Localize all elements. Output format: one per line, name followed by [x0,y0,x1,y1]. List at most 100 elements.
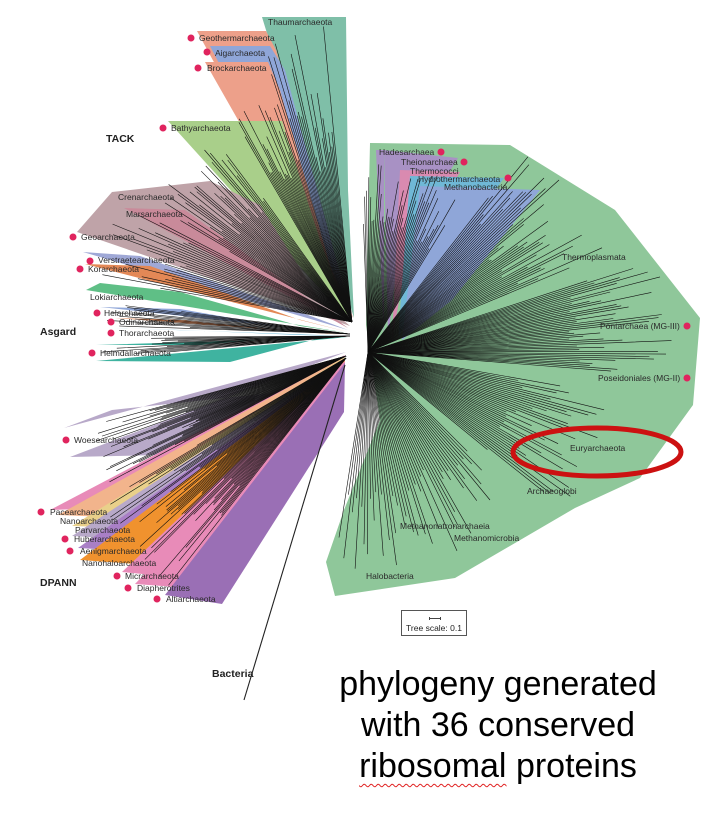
clade-label-hydrothermarchaeota: Hydrothermarchaeota [418,174,500,184]
tree-branch [367,351,507,417]
tree-branch [102,274,353,323]
caption-line-1: phylogeny generated [339,665,657,703]
tree-branch [367,351,590,366]
tree-branch [367,253,564,353]
tree-branch [367,351,593,364]
tree-branch [367,303,572,353]
tree-branch [367,351,545,493]
marker-dot [683,374,691,382]
tree-branch [367,351,382,495]
tree-branch [367,351,458,526]
tree-branch [367,351,443,473]
tree-branch [367,247,603,353]
tree-branch [155,232,353,323]
clade-label-nanoarchaeota: Nanoarchaeota [60,516,118,526]
group-label-bacteria: Bacteria [212,668,254,680]
tree-branch [367,280,588,353]
clade-label-geothermarchaeota: Geothermarchaeota [199,33,275,43]
tree-branch [367,214,484,353]
tree-branch [367,351,416,485]
tree-branch [367,351,394,497]
altiarchaeota-wedge [165,363,345,604]
tree-branch [367,351,482,485]
marker-dot [76,265,84,273]
tree-branch [367,242,543,353]
tree-branch [289,118,353,323]
tree-branch [263,198,353,323]
clade-label-thorarchaeota: Thorarchaeota [119,328,175,338]
tree-branch [367,197,511,353]
tree-branch [367,349,580,353]
tree-branch [288,151,353,323]
tree-branch [367,351,449,471]
clade-label-theionarchaea: Theionarchaea [401,157,458,167]
tree-branch [367,351,612,372]
tree-branch [367,351,426,535]
tree-branch [367,259,490,353]
tree-branch [367,351,390,541]
clade-label-lokiarchaeota: Lokiarchaeota [90,292,144,302]
tree-branch [112,223,353,323]
tree-branch [367,224,524,353]
tree-branch [367,351,433,544]
tree-branch [367,321,577,353]
tree-branch [221,159,353,323]
marker-dot [159,124,167,132]
marker-dot [93,309,101,317]
tree-branch [271,74,353,323]
caption-line-2: with 36 conserved [360,706,636,744]
tree-branch [367,351,464,489]
tree-branch [352,351,369,513]
tree-branch [367,351,397,566]
tree-branch [367,216,389,353]
tree-branch [367,297,571,353]
nanoarchaeota-wedge [58,356,345,518]
tree-branch [367,244,550,353]
tree-branch [367,202,430,353]
tree-branch [288,100,353,323]
tree-branch [367,177,545,353]
tree-branch [367,192,527,353]
tree-branch [188,242,353,323]
tree-branch [367,351,545,441]
euryarchaeota-highlight-ellipse [510,425,684,479]
marker-dot [683,322,691,330]
marker-dot [86,257,94,265]
tree-branch [367,351,468,452]
tree-branch [367,351,451,481]
marker-dot [504,174,512,182]
tree-branch [367,217,391,353]
tree-branch [310,93,353,323]
clade-label-marsarchaeota: Marsarchaeota [126,209,183,219]
tree-branch [367,347,605,353]
tree-branch [367,224,514,353]
tree-branch [367,234,546,353]
tree-branch [172,335,351,338]
tree-branch [367,246,524,353]
clade-label-altiarchaeota: Altiarchaeota [166,594,216,604]
tree-branch [367,351,616,361]
tree-branch [367,351,465,480]
tree-branch [367,351,572,417]
tree-branch [264,110,353,323]
tree-branch [133,238,353,323]
tree-branch [367,351,650,357]
clade-label-diapherotrites: Diapherotrites [137,583,190,593]
tree-branch [367,314,662,353]
tree-branch [367,268,634,353]
clade-label-aenigmarchaeota: Aenigmarchaeota [80,546,147,556]
tree-branch [367,351,377,493]
tree-branch [367,351,597,415]
tree-scale-legend: Tree scale: 0.1 [401,610,467,636]
clade-label-methanobacteria: Methanobacteria [444,182,508,192]
tree-branch [367,351,516,444]
tree-branch [338,351,369,538]
clade-label-aigarchaeota: Aigarchaeota [215,48,265,58]
tree-branch [363,351,369,545]
tree-branch [137,214,353,323]
tree-branch [367,227,403,353]
tree-branch [284,131,353,323]
tree-branch [367,245,518,353]
tree-branch [367,236,429,353]
clade-label-archaeoglobi: Archaeoglobi [527,486,577,496]
